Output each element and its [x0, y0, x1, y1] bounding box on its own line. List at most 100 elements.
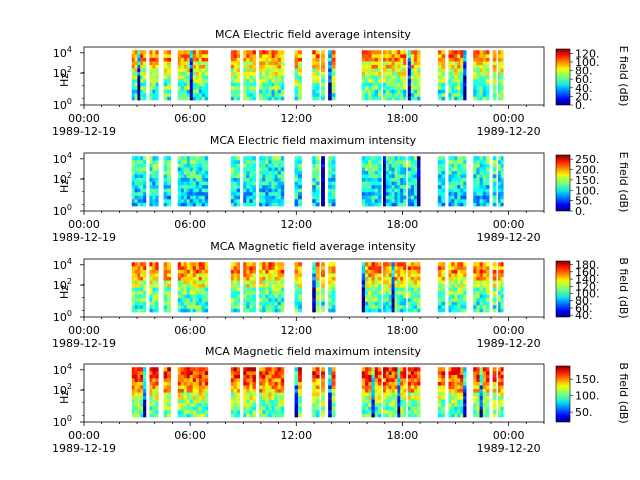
- spectrogram-cell: [328, 60, 332, 65]
- spectrogram-cell: [328, 272, 332, 277]
- spectrogram-cell: [195, 89, 200, 94]
- spectrogram-cell: [473, 276, 477, 281]
- spectrogram-cell: [437, 92, 442, 97]
- spectrogram-cell: [451, 71, 455, 76]
- spectrogram-cell: [437, 262, 442, 267]
- spectrogram-cell: [204, 75, 209, 80]
- spectrogram-cell: [183, 395, 188, 400]
- spectrogram-cell: [192, 159, 197, 164]
- spectrogram-cell: [298, 177, 302, 182]
- spectrogram-cell: [315, 85, 320, 90]
- spectrogram-cell: [460, 191, 464, 196]
- spectrogram-cell: [437, 53, 442, 58]
- spectrogram-cell: [268, 89, 272, 94]
- spectrogram-cell: [328, 166, 332, 171]
- spectrogram-cell: [230, 71, 235, 76]
- spectrogram-cell: [274, 269, 279, 274]
- spectrogram-cell: [163, 195, 168, 200]
- spectrogram-cell: [361, 406, 366, 411]
- spectrogram-cell: [155, 392, 159, 397]
- spectrogram-cell: [137, 262, 141, 267]
- spectrogram-cell: [441, 290, 446, 295]
- spectrogram-cell: [410, 308, 415, 313]
- spectrogram-cell: [371, 272, 376, 277]
- spectrogram-cell: [394, 399, 398, 404]
- spectrogram-cell: [454, 308, 458, 313]
- spectrogram-cell: [177, 287, 182, 292]
- spectrogram-cell: [204, 163, 209, 168]
- spectrogram-cell: [298, 392, 302, 397]
- spectrogram-cell: [277, 297, 282, 302]
- spectrogram-cell: [152, 381, 156, 386]
- spectrogram-cell: [152, 272, 156, 277]
- spectrogram-cell: [377, 409, 382, 414]
- spectrogram-cell: [143, 159, 147, 164]
- spectrogram-cell: [137, 370, 141, 375]
- spectrogram-cell: [383, 308, 387, 313]
- spectrogram-cell: [243, 67, 247, 73]
- spectrogram-cell: [361, 294, 366, 299]
- spectrogram-cell: [394, 409, 398, 414]
- spectrogram-cell: [361, 287, 366, 292]
- spectrogram-cell: [163, 198, 168, 203]
- spectrogram-cell: [268, 388, 272, 393]
- spectrogram-cell: [259, 191, 263, 196]
- spectrogram-cell: [388, 413, 392, 418]
- spectrogram-cell: [476, 374, 480, 379]
- spectrogram-cell: [189, 304, 194, 309]
- x-tick-label: 06:00: [174, 112, 206, 125]
- spectrogram-cell: [180, 276, 185, 281]
- spectrogram-cell: [274, 191, 279, 196]
- spectrogram-cell: [155, 287, 159, 292]
- spectrogram-cell: [500, 198, 504, 203]
- spectrogram-cell: [460, 96, 464, 101]
- spectrogram-cell: [479, 367, 484, 372]
- spectrogram-cell: [391, 374, 395, 379]
- spectrogram-cell: [328, 195, 332, 200]
- spectrogram-cell: [485, 71, 490, 76]
- spectrogram-cell: [473, 290, 477, 295]
- spectrogram-cell: [315, 384, 320, 390]
- spectrogram-cell: [454, 276, 458, 281]
- spectrogram-cell: [143, 406, 147, 411]
- spectrogram-cell: [457, 60, 461, 65]
- spectrogram-cell: [298, 198, 302, 203]
- spectrogram-cell: [298, 388, 302, 393]
- spectrogram-cell: [315, 381, 320, 386]
- spectrogram-cell: [377, 283, 382, 288]
- spectrogram-cell: [280, 301, 285, 306]
- spectrogram-cell: [492, 370, 497, 375]
- spectrogram-cell: [388, 406, 392, 411]
- spectrogram-cell: [448, 395, 452, 400]
- spectrogram-cell: [397, 177, 401, 182]
- spectrogram-cell: [265, 301, 269, 306]
- spectrogram-cell: [149, 301, 153, 306]
- spectrogram-cell: [294, 392, 299, 397]
- spectrogram-cell: [186, 195, 191, 200]
- spectrogram-cell: [163, 64, 168, 69]
- spectrogram-cell: [167, 89, 171, 94]
- spectrogram-cell: [385, 67, 390, 73]
- spectrogram-cell: [312, 265, 317, 270]
- spectrogram-cell: [377, 413, 382, 418]
- spectrogram-cell: [500, 53, 504, 58]
- spectrogram-cell: [385, 399, 390, 404]
- spectrogram-cell: [236, 370, 240, 375]
- spectrogram-cell: [448, 92, 452, 97]
- spectrogram-cell: [259, 287, 263, 292]
- spectrogram-cell: [365, 395, 369, 400]
- spectrogram-cell: [441, 308, 446, 313]
- spectrogram-cell: [391, 166, 395, 171]
- spectrogram-cell: [361, 67, 366, 73]
- spectrogram-cell: [485, 89, 490, 94]
- spectrogram-cell: [321, 71, 325, 76]
- spectrogram-cell: [400, 184, 404, 189]
- spectrogram-cell: [454, 392, 458, 397]
- spectrogram-cell: [448, 406, 452, 411]
- spectrogram-cell: [155, 290, 159, 295]
- spectrogram-cell: [437, 188, 442, 193]
- spectrogram-cell: [236, 89, 240, 94]
- spectrogram-cell: [236, 78, 240, 83]
- spectrogram-cell: [498, 406, 501, 411]
- spectrogram-cell: [482, 85, 487, 90]
